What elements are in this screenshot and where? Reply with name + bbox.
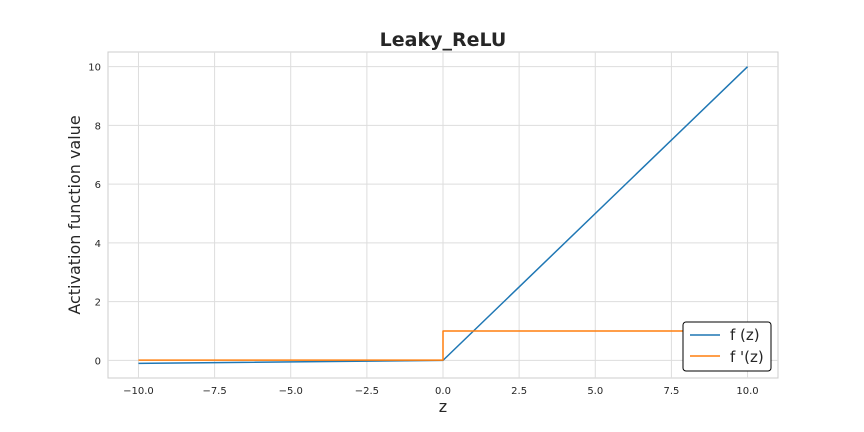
legend: f (z) f '(z) bbox=[682, 321, 772, 372]
legend-label-f-prime: f '(z) bbox=[730, 348, 764, 366]
y-axis-title: Activation function value bbox=[65, 115, 84, 314]
x-tick-label: 0.0 bbox=[435, 386, 451, 397]
plot-area bbox=[107, 51, 779, 379]
y-tick-label: 2 bbox=[95, 298, 101, 309]
x-tick-label: 2.5 bbox=[511, 386, 527, 397]
series-layer bbox=[138, 66, 749, 365]
y-tick-label: 10 bbox=[88, 63, 101, 74]
y-tick-label: 4 bbox=[95, 239, 101, 250]
chart-title: Leaky_ReLU bbox=[380, 29, 507, 51]
x-tick-label: −5.0 bbox=[279, 386, 303, 397]
x-tick-label: −2.5 bbox=[355, 386, 379, 397]
series-line-f-prime bbox=[138, 330, 748, 361]
y-tick-label: 0 bbox=[95, 356, 101, 367]
x-axis-title: z bbox=[439, 397, 447, 416]
x-tick-label: −7.5 bbox=[202, 386, 226, 397]
x-axis-ticks: −10.0 −7.5 −5.0 −2.5 0.0 2.5 5.0 7.5 10.0 bbox=[123, 386, 759, 397]
x-tick-label: −10.0 bbox=[123, 386, 154, 397]
y-tick-label: 6 bbox=[95, 180, 101, 191]
y-axis-ticks: 0 2 4 6 8 10 bbox=[88, 63, 101, 368]
x-tick-label: 7.5 bbox=[663, 386, 679, 397]
legend-label-f: f (z) bbox=[730, 326, 760, 344]
x-tick-label: 10.0 bbox=[736, 386, 758, 397]
y-tick-label: 8 bbox=[95, 121, 101, 132]
x-tick-label: 5.0 bbox=[587, 386, 603, 397]
